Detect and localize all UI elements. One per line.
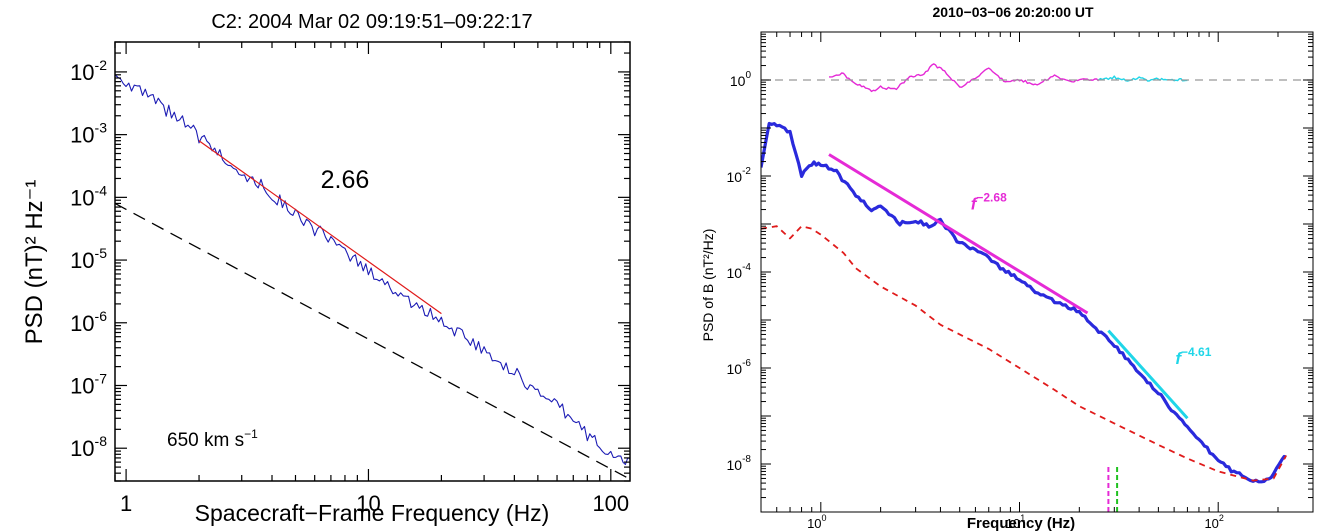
left-chart: C2: 2004 Mar 02 09:19:51–09:22:17 1 10 100… <box>21 11 631 526</box>
right-y-tick-label: 100 <box>730 70 752 89</box>
right-noise-line <box>761 225 1287 482</box>
left-y-tick-label: 10-8 <box>70 433 107 461</box>
right-spectrum-line <box>761 121 1287 484</box>
right-x-tick-label: 100 <box>807 513 826 531</box>
right-y-tick-label: 10-6 <box>727 358 752 377</box>
left-y-axis-label: PSD (nT)² Hz⁻¹ <box>21 180 48 345</box>
right-chart: 2010−03−06 20:20:00 UT 100 101 10210010-21… <box>700 4 1314 532</box>
left-spectrum-line <box>115 74 630 466</box>
right-plot-area: 100 101 102 100 10-2 10-4 10-6 10-8 f−2.68 f−4.61 <box>727 31 1314 531</box>
right-ratio-line <box>829 63 1100 93</box>
right-power-law-annotation: f−2.68 <box>971 191 1007 214</box>
left-plot-area: 1 10 100 10-2 10-3 10-4 10-5 10-6 10-7 10-8 <box>70 41 630 516</box>
right-y-tick-label: 10-8 <box>727 454 752 473</box>
left-speed-value: 650 km s <box>167 430 244 451</box>
right-fit-line <box>828 153 1089 315</box>
right-x-tick-label: 102 <box>1204 513 1223 531</box>
right-x-axis-label: Frequency (Hz) <box>967 515 1075 532</box>
left-reference-line <box>115 202 630 480</box>
left-speed-exponent: −1 <box>244 427 258 441</box>
left-y-tick-label: 10-7 <box>70 370 107 398</box>
right-y-tick-label: 10-4 <box>727 262 752 281</box>
left-chart-title: C2: 2004 Mar 02 09:19:51–09:22:17 <box>211 11 532 33</box>
left-fit-line <box>198 140 442 315</box>
right-power-law-annotation: f−4.61 <box>1175 345 1211 368</box>
left-slope-annotation: 2.66 <box>321 166 370 194</box>
left-y-tick-label: 10-5 <box>70 245 107 273</box>
left-speed-annotation: 650 km s−1 <box>167 427 258 451</box>
left-x-tick-label: 10 <box>356 491 380 516</box>
right-y-tick-label: 10-2 <box>727 166 752 185</box>
left-y-tick-label: 10-2 <box>70 57 107 85</box>
left-x-axis-label: Spacecraft−Frame Frequency (Hz) <box>195 500 550 526</box>
right-chart-title: 2010−03−06 20:20:00 UT <box>932 4 1094 20</box>
left-y-tick-label: 10-4 <box>70 182 107 210</box>
left-y-tick-label: 10-6 <box>70 308 107 336</box>
right-fit-line <box>1107 329 1189 420</box>
right-x-tick-label: 101 <box>1006 513 1025 531</box>
right-y-axis-label: PSD of B (nT²/Hz) <box>700 229 716 342</box>
left-y-tick-label: 10-3 <box>70 120 107 148</box>
right-plot-frame <box>760 31 1314 513</box>
left-x-tick-label: 100 <box>592 491 629 516</box>
left-plot-frame <box>114 41 631 482</box>
left-x-tick-label: 1 <box>120 491 132 516</box>
